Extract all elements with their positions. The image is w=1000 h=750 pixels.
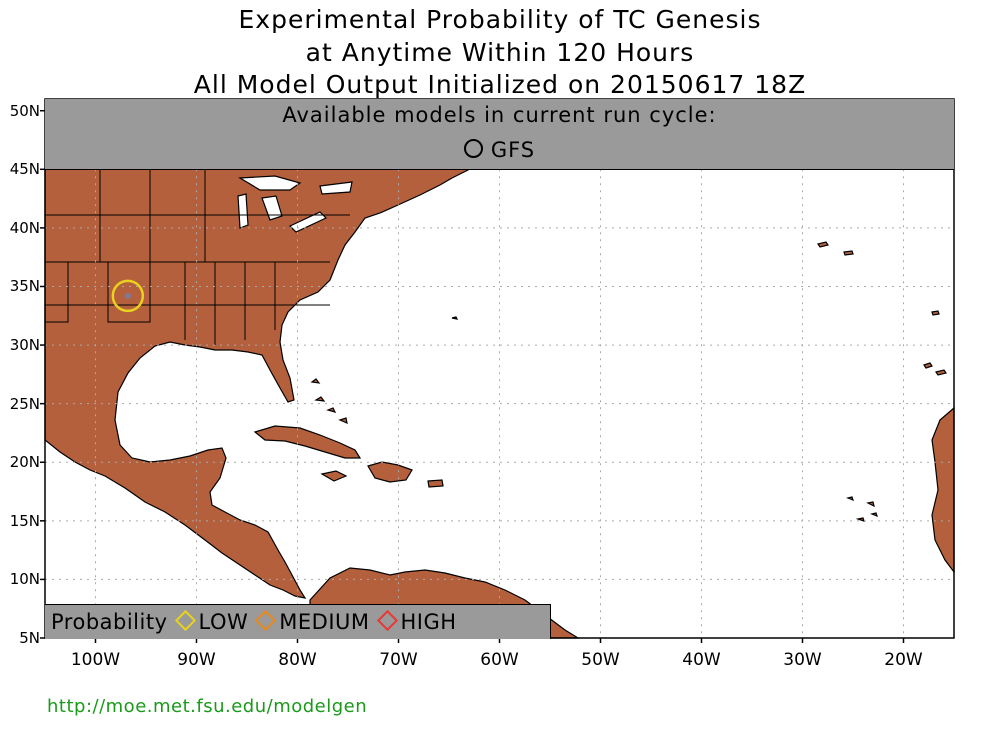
title-line-3: All Model Output Initialized on 20150617… (193, 70, 807, 99)
great-lakes (237, 175, 353, 233)
lon-label: 30W (783, 650, 822, 670)
canary-islands (923, 362, 947, 376)
legend-low: LOW (198, 610, 249, 634)
lon-label: 60W (480, 650, 519, 670)
lon-label: 20W (884, 650, 923, 670)
lat-label: 35N (9, 277, 40, 296)
legend-high: HIGH (400, 610, 457, 634)
lon-label: 40W (682, 650, 721, 670)
source-url-link[interactable]: http://moe.met.fsu.edu/modelgen (47, 696, 368, 717)
genesis-marker[interactable] (111, 279, 145, 313)
genesis-point (124, 292, 131, 299)
political-borders (45, 169, 350, 345)
lat-label: 20N (9, 453, 40, 472)
model-circle-icon (463, 139, 483, 158)
probability-legend: Probability LOW MEDIUM HIGH (45, 604, 551, 639)
cape-verde-islands (846, 496, 878, 522)
lat-label: 50N (9, 101, 40, 120)
available-models-panel: Available models in current run cycle: G… (45, 99, 954, 170)
jamaica-land (320, 470, 348, 482)
north-america-land (44, 168, 471, 599)
lon-label: 50W (581, 650, 620, 670)
models-panel-list: GFS (45, 138, 954, 162)
lat-label: 30N (9, 336, 40, 355)
lat-label: 15N (9, 511, 40, 530)
cuba-land (253, 425, 362, 459)
azores-islands (817, 241, 854, 256)
axis-ticks (40, 109, 905, 643)
lon-label: 70W (379, 650, 418, 670)
madeira-islands (931, 310, 940, 316)
legend-label: Probability (51, 610, 168, 634)
lat-label: 25N (9, 394, 40, 413)
africa-land (931, 406, 955, 574)
bahamas-islands (310, 378, 348, 425)
gfs-genesis-circle[interactable] (111, 279, 145, 313)
graticule (45, 169, 954, 638)
models-panel-heading: Available models in current run cycle: (282, 103, 717, 127)
lat-label: 10N (9, 570, 40, 589)
lat-label: 40N (9, 218, 40, 237)
title-line-1: Experimental Probability of TC Genesis (238, 5, 762, 34)
lon-label: 100W (70, 650, 121, 670)
lat-label: 45N (9, 160, 40, 179)
medium-diamond-icon (255, 609, 277, 632)
bermuda-island (451, 316, 459, 320)
puerto-rico-land (427, 479, 444, 488)
hispaniola-land (367, 461, 413, 483)
high-diamond-icon (376, 609, 398, 632)
model-name: GFS (490, 138, 536, 162)
title-line-2: at Anytime Within 120 Hours (305, 38, 695, 67)
lat-label: 5N (19, 629, 40, 647)
low-diamond-icon (174, 609, 196, 632)
legend-medium: MEDIUM (279, 610, 370, 634)
lon-label: 80W (278, 650, 317, 670)
lon-label: 90W (177, 650, 216, 670)
